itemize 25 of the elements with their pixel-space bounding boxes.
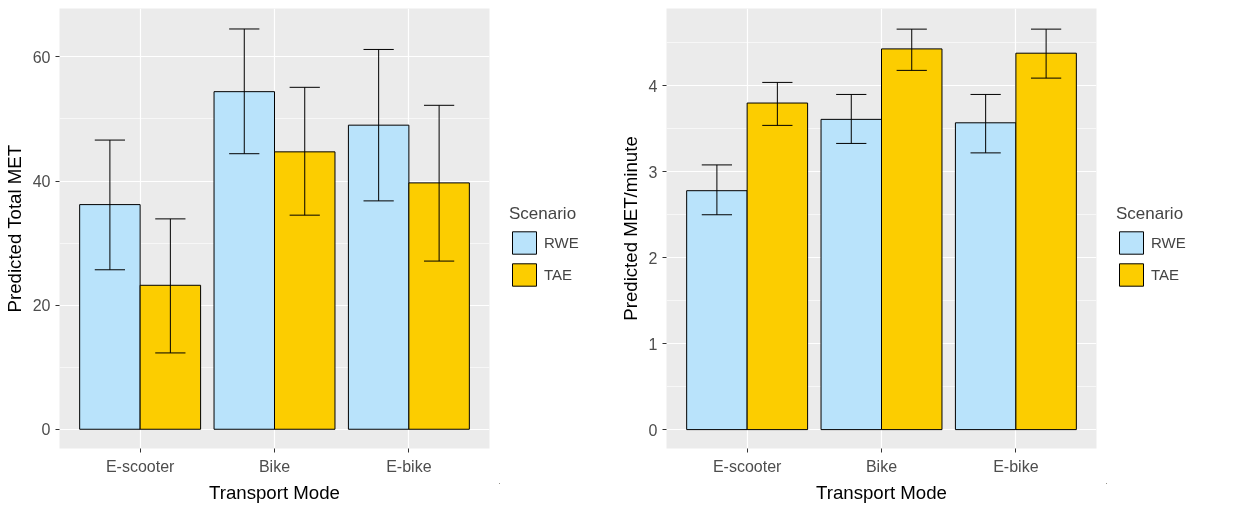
y-tick-label: 0 bbox=[41, 421, 51, 439]
legend-label: TAE bbox=[544, 265, 573, 283]
y-tick-label: 2 bbox=[648, 249, 658, 267]
legend-label: RWE bbox=[1151, 233, 1186, 251]
x-tick-label: E-bike bbox=[993, 457, 1039, 475]
y-tick-label: 60 bbox=[32, 48, 51, 66]
legend-label: TAE bbox=[1151, 265, 1180, 283]
legend-title: Scenario bbox=[509, 203, 578, 223]
x-tick-label: E-bike bbox=[386, 457, 432, 475]
y-tick-label: 4 bbox=[648, 77, 658, 95]
y-axis-title: Predicted MET/minute bbox=[619, 136, 641, 321]
legend-title: Scenario bbox=[1116, 203, 1185, 223]
y-tick-label: 20 bbox=[32, 297, 51, 315]
x-tick-label: Bike bbox=[258, 457, 291, 475]
y-tick-label: 1 bbox=[648, 335, 658, 353]
y-tick-label: 40 bbox=[32, 173, 51, 191]
x-tick-label: E-scooter bbox=[105, 457, 176, 475]
x-tick-label: E-scooter bbox=[712, 457, 783, 475]
legend-label: RWE bbox=[544, 233, 579, 251]
y-tick-label: 3 bbox=[648, 163, 658, 181]
x-axis-title: Transport Mode bbox=[816, 481, 947, 503]
y-axis-title: Predicted Total MET bbox=[3, 144, 25, 313]
y-tick-label: 0 bbox=[648, 421, 658, 439]
x-axis-title: Transport Mode bbox=[209, 481, 340, 503]
x-tick-label: Bike bbox=[865, 457, 898, 475]
